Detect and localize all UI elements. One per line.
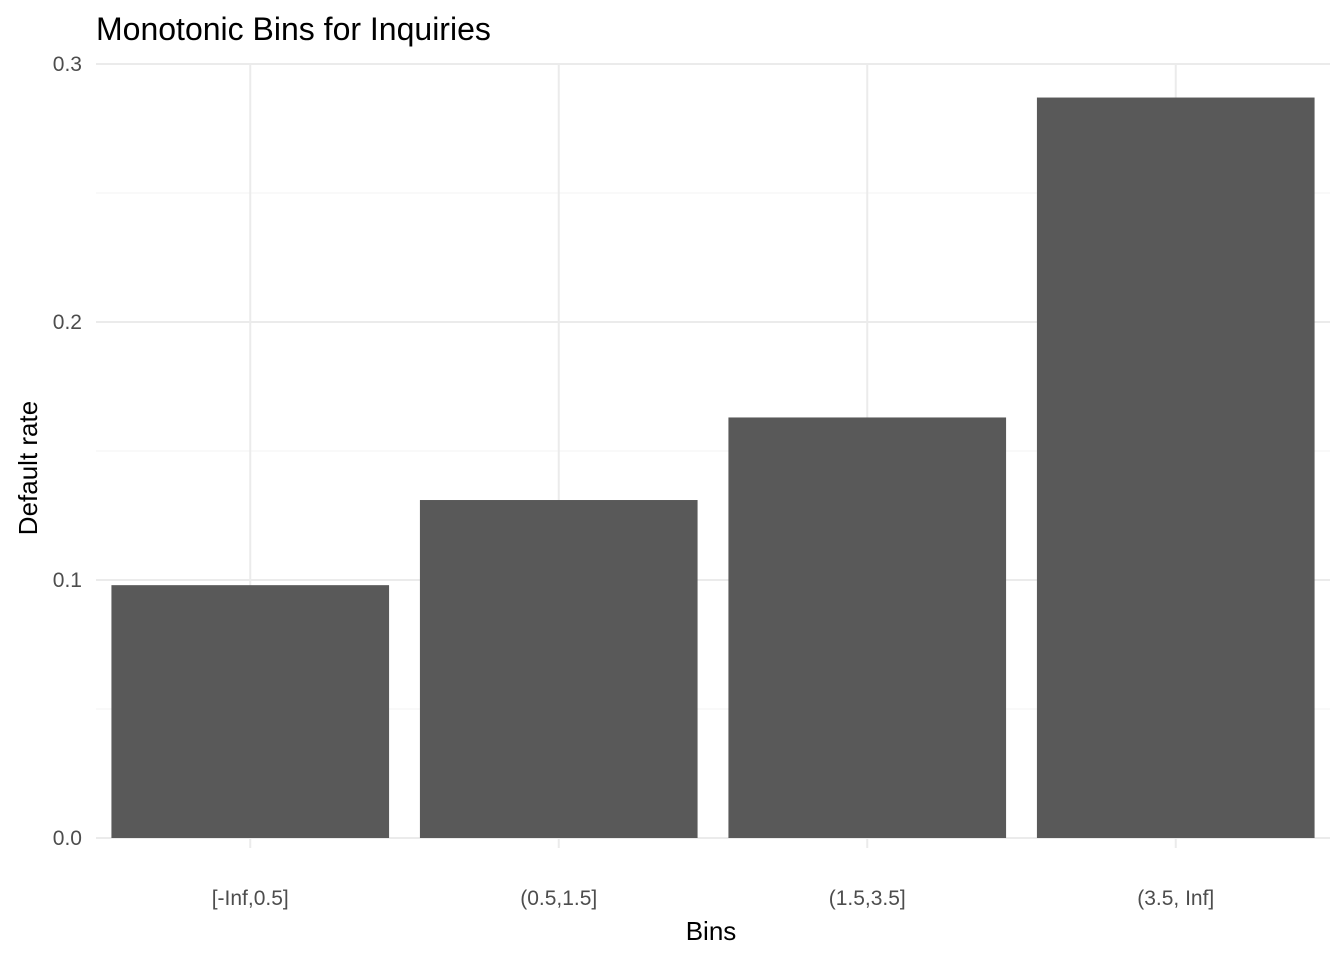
y-axis-title: Default rate [13, 401, 43, 535]
y-tick-label: 0.3 [53, 53, 82, 76]
bar [1036, 97, 1315, 839]
bar [419, 500, 698, 838]
y-tick-label: 0.2 [53, 311, 82, 334]
bar [728, 417, 1007, 838]
chart-title: Monotonic Bins for Inquiries [96, 11, 491, 47]
x-tick-label: [-Inf,0.5] [212, 887, 289, 910]
x-tick-label: (0.5,1.5] [520, 887, 597, 910]
x-tick-label: (1.5,3.5] [829, 887, 906, 910]
x-tick-label: (3.5, Inf] [1137, 887, 1214, 910]
bars [111, 97, 1315, 839]
x-axis-title: Bins [686, 916, 737, 946]
bar [111, 585, 390, 838]
y-axis-ticks: 0.0 0.1 0.2 0.3 [53, 53, 82, 850]
y-tick-label: 0.1 [53, 569, 82, 592]
x-axis-ticks: [-Inf,0.5] (0.5,1.5] (1.5,3.5] (3.5, Inf] [212, 887, 1215, 910]
y-tick-label: 0.0 [53, 827, 82, 850]
